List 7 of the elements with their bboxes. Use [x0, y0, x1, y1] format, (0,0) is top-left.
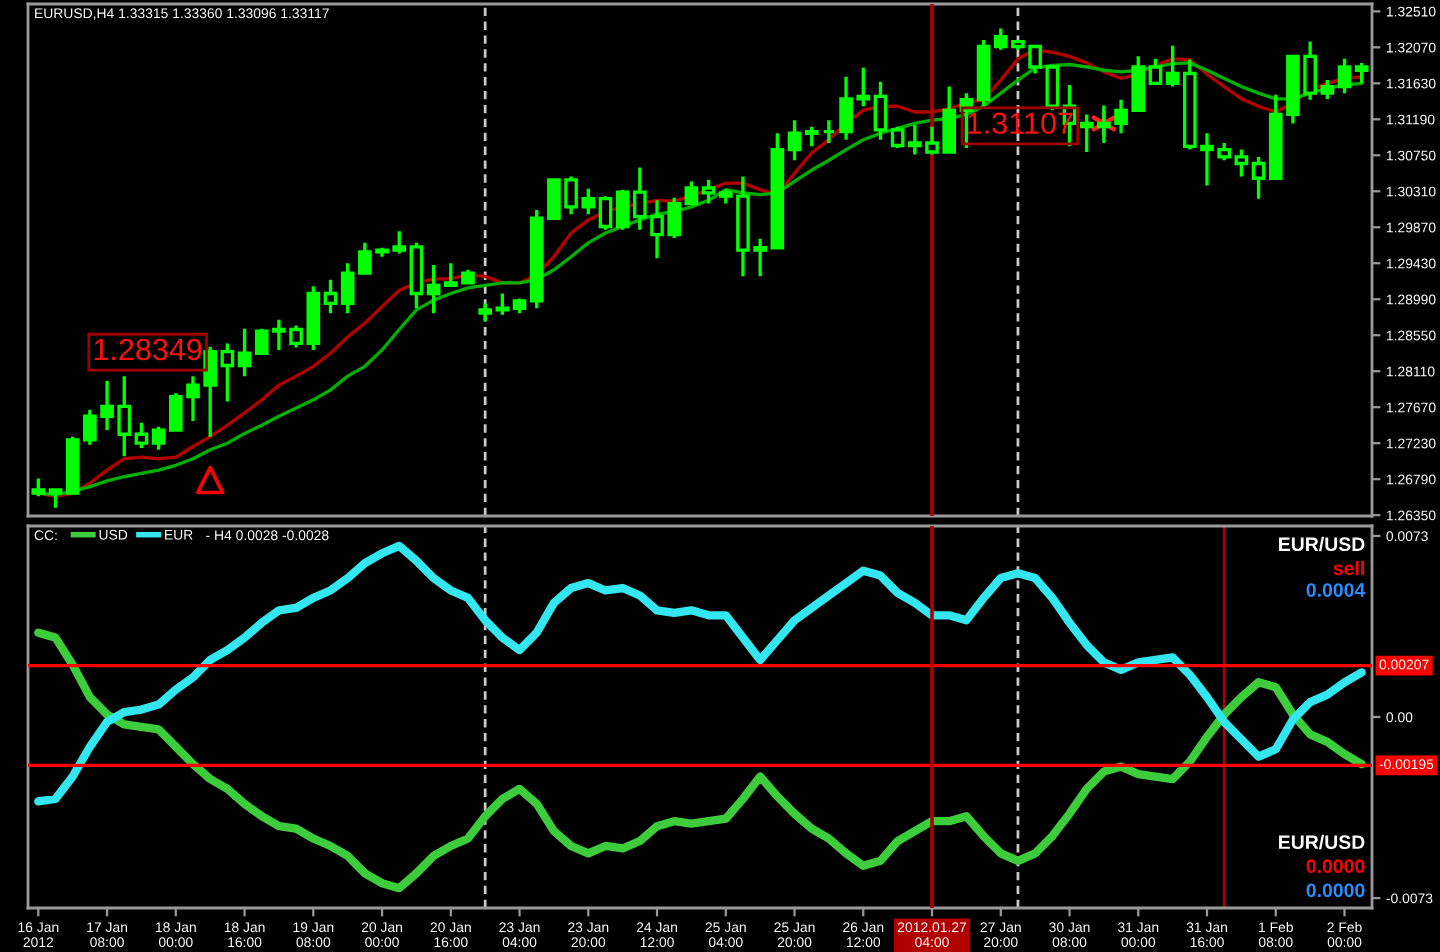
annotation: 0.0000 [1306, 859, 1365, 874]
annotation: EUR/USD [1279, 834, 1365, 850]
annotation: EUR/USD [1279, 536, 1365, 552]
annotation: 0.0000 [1306, 883, 1365, 898]
annotation: 1.28349 [94, 338, 202, 361]
annotation: 0.0004 [1306, 583, 1366, 597]
annotation: sell [1333, 560, 1364, 576]
